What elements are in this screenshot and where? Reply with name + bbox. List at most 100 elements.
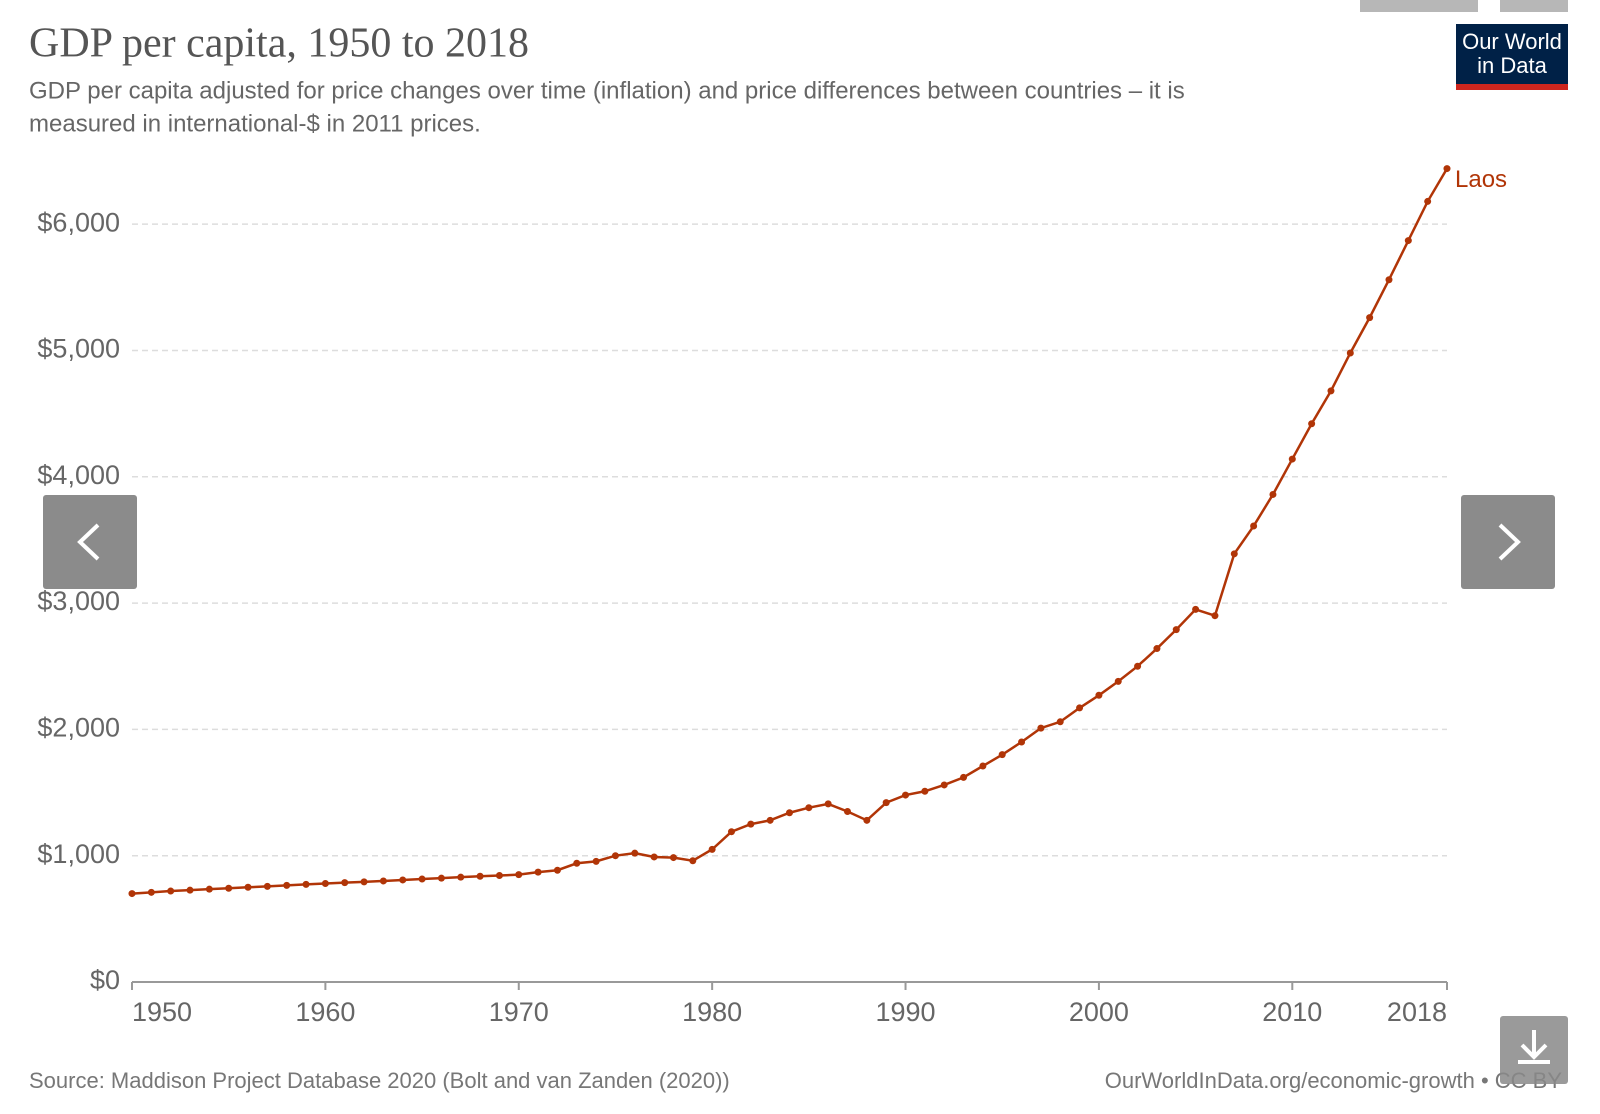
data-point: [1230, 550, 1238, 558]
x-tick-label: 1960: [295, 997, 355, 1027]
data-point: [747, 820, 755, 828]
logo[interactable]: Our World in Data: [1456, 24, 1568, 90]
logo-stripe: [1456, 84, 1568, 90]
logo-text: in Data: [1477, 53, 1547, 78]
data-point: [1250, 522, 1258, 530]
data-point: [379, 877, 387, 885]
data-point: [341, 879, 349, 887]
data-point: [534, 868, 542, 876]
url-note: OurWorldInData.org/economic-growth • CC …: [1105, 1068, 1563, 1093]
data-point: [1037, 724, 1045, 732]
data-point: [205, 885, 213, 893]
data-point: [1404, 237, 1412, 245]
data-point: [1056, 718, 1064, 726]
data-point: [592, 857, 600, 865]
x-tick-label: 1980: [682, 997, 742, 1027]
data-point: [631, 849, 639, 857]
data-point: [650, 853, 658, 861]
data-point: [573, 859, 581, 867]
data-point: [979, 762, 987, 770]
source-note: Source: Maddison Project Database 2020 (…: [29, 1068, 730, 1093]
data-point: [399, 876, 407, 884]
data-point: [225, 884, 233, 892]
data-point: [553, 866, 561, 874]
data-point: [128, 890, 136, 898]
data-point: [689, 857, 697, 865]
toolbar-button[interactable]: [1500, 0, 1568, 12]
data-point: [998, 751, 1006, 759]
download-button[interactable]: [1500, 1016, 1568, 1084]
data-point: [418, 875, 426, 883]
toolbar-button[interactable]: [1360, 0, 1478, 12]
data-point: [1366, 314, 1374, 322]
x-tick-label: 2018: [1387, 997, 1447, 1027]
series-label: Laos: [1455, 166, 1507, 193]
data-point: [1192, 605, 1200, 613]
data-point: [824, 800, 832, 808]
data-point: [495, 872, 503, 880]
y-tick-label: $4,000: [37, 460, 120, 490]
data-point: [1134, 662, 1142, 670]
data-point: [902, 791, 910, 799]
prev-button[interactable]: [43, 495, 137, 589]
data-point: [437, 874, 445, 882]
data-point: [515, 871, 523, 879]
y-tick-label: $3,000: [37, 586, 120, 616]
data-point: [186, 886, 194, 894]
data-point: [805, 804, 813, 812]
x-tick-label: 1950: [132, 997, 192, 1027]
data-point: [863, 816, 871, 824]
x-tick-label: 2000: [1069, 997, 1129, 1027]
data-point: [1385, 276, 1393, 284]
button-bg: [1461, 495, 1555, 589]
data-point: [1018, 738, 1026, 746]
subtitle: GDP per capita adjusted for price change…: [29, 77, 1185, 104]
data-point: [611, 852, 619, 860]
data-point: [476, 872, 484, 880]
data-point: [360, 878, 368, 886]
data-point: [940, 781, 948, 789]
data-point: [708, 845, 716, 853]
data-point: [302, 880, 310, 888]
x-tick-label: 1970: [489, 997, 549, 1027]
data-point: [1269, 490, 1277, 498]
chevron-right: [1498, 523, 1521, 561]
data-point: [844, 807, 852, 815]
logo-text: Our World: [1462, 29, 1562, 54]
data-point: [147, 888, 155, 896]
data-point: [960, 773, 968, 781]
y-tick-label: $1,000: [37, 839, 120, 869]
chart-title: GDP per capita, 1950 to 2018: [29, 21, 529, 67]
data-point: [1424, 197, 1432, 205]
data-point: [167, 887, 175, 895]
y-tick-label: $6,000: [37, 207, 120, 237]
data-point: [766, 816, 774, 824]
data-point: [1346, 349, 1354, 357]
data-point: [283, 881, 291, 889]
logo-box: [1456, 24, 1568, 90]
data-point: [1308, 420, 1316, 428]
x-tick-label: 2010: [1262, 997, 1322, 1027]
data-point: [321, 879, 329, 887]
plot-area: $0 $1,000 $2,000 $3,000 $4,000 $5,000 $6,000 19…: [37, 165, 1507, 1027]
y-tick-label: $5,000: [37, 334, 120, 364]
download-icon: [1518, 1030, 1550, 1064]
data-point: [1211, 612, 1219, 620]
data-point: [1153, 645, 1161, 653]
data-point: [669, 854, 677, 862]
data-point: [1288, 455, 1296, 463]
chevron-left: [77, 523, 100, 561]
data-point: [727, 828, 735, 836]
data-point: [882, 799, 890, 807]
data-point: [1095, 691, 1103, 699]
data-point: [263, 882, 271, 890]
data-point: [1443, 165, 1451, 173]
data-point: [1172, 626, 1180, 634]
next-button[interactable]: [1461, 495, 1555, 589]
data-point: [457, 873, 465, 881]
data-point: [1114, 677, 1122, 685]
data-point: [1327, 387, 1335, 395]
y-tick-label: $2,000: [37, 713, 120, 743]
